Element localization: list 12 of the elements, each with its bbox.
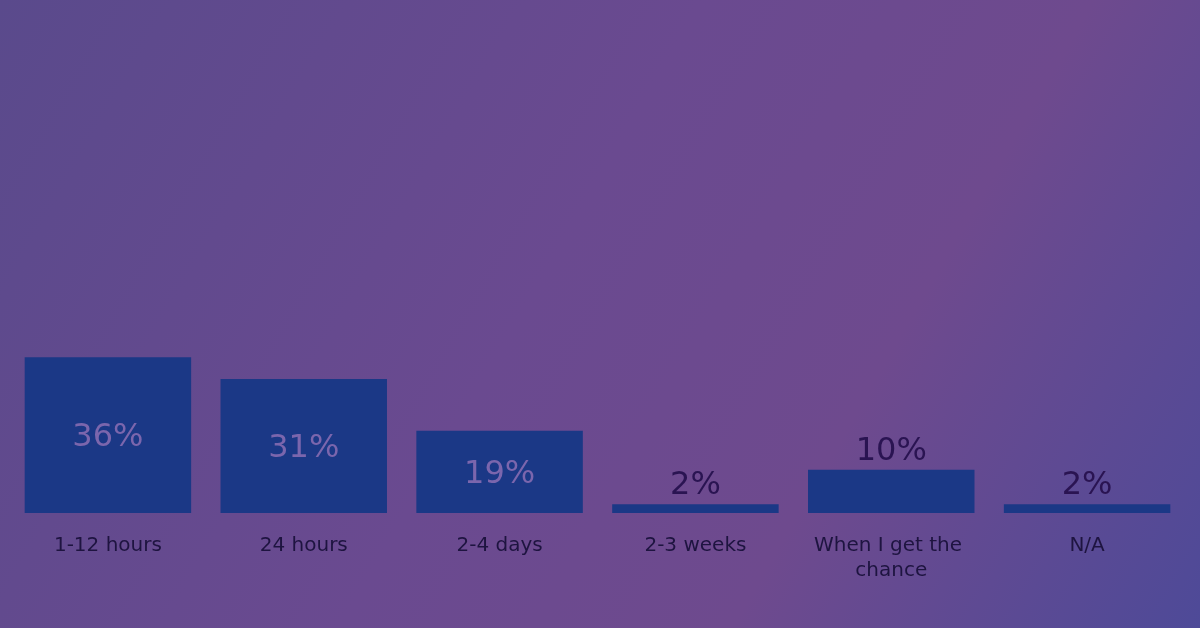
data-label: 19% [464, 452, 536, 491]
x-tick-label: 24 hours [259, 531, 348, 556]
data-label: 2% [1061, 464, 1113, 503]
x-tick-label: 2-3 weeks [644, 531, 747, 556]
data-label: 10% [855, 429, 927, 468]
data-label: 31% [268, 426, 340, 465]
data-label: 2% [670, 464, 721, 503]
x-tick-label: 1-12 hours [53, 531, 162, 556]
x-tick-label: N/A [1069, 531, 1106, 556]
x-tick-label: When I get the chance [814, 531, 969, 581]
x-tick-label: 2-4 days [456, 531, 543, 556]
data-label: 36% [72, 416, 144, 455]
